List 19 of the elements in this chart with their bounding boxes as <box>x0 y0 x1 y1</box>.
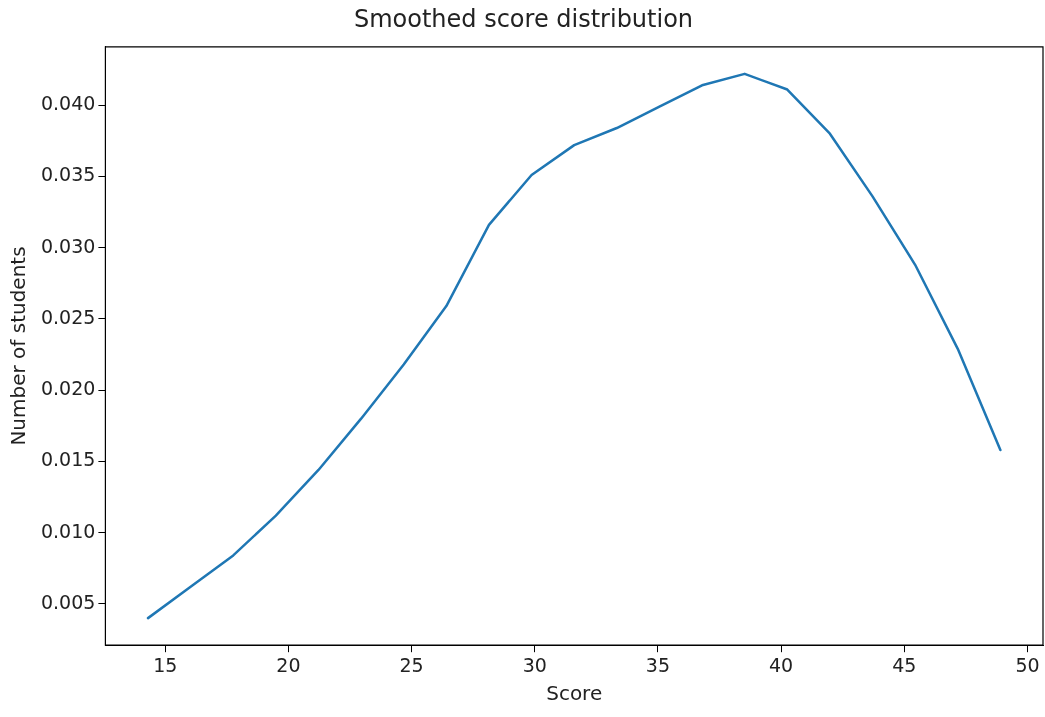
x-tick-label: 20 <box>276 653 301 676</box>
x-tick-label: 40 <box>769 653 794 676</box>
y-tick-label: 0.005 <box>40 590 96 613</box>
x-tick-label: 25 <box>399 653 424 676</box>
y-tick-label: 0.025 <box>40 305 96 328</box>
y-tick-label: 0.035 <box>40 163 96 186</box>
x-tick-label: 45 <box>892 653 917 676</box>
x-tick-label: 30 <box>522 653 547 676</box>
y-tick-label: 0.015 <box>40 448 96 471</box>
x-tick-label: 35 <box>645 653 671 676</box>
x-axis-title: Score <box>546 681 603 706</box>
y-tick-label: 0.020 <box>40 377 96 400</box>
y-axis-title: Number of students <box>6 246 31 446</box>
chart-title: Smoothed score distribution <box>353 4 694 33</box>
y-tick-label: 0.030 <box>40 234 96 257</box>
y-tick-label: 0.040 <box>40 92 96 115</box>
y-tick-label: 0.010 <box>40 519 96 542</box>
x-tick-label: 50 <box>1015 653 1040 676</box>
x-tick-label: 15 <box>153 653 178 676</box>
